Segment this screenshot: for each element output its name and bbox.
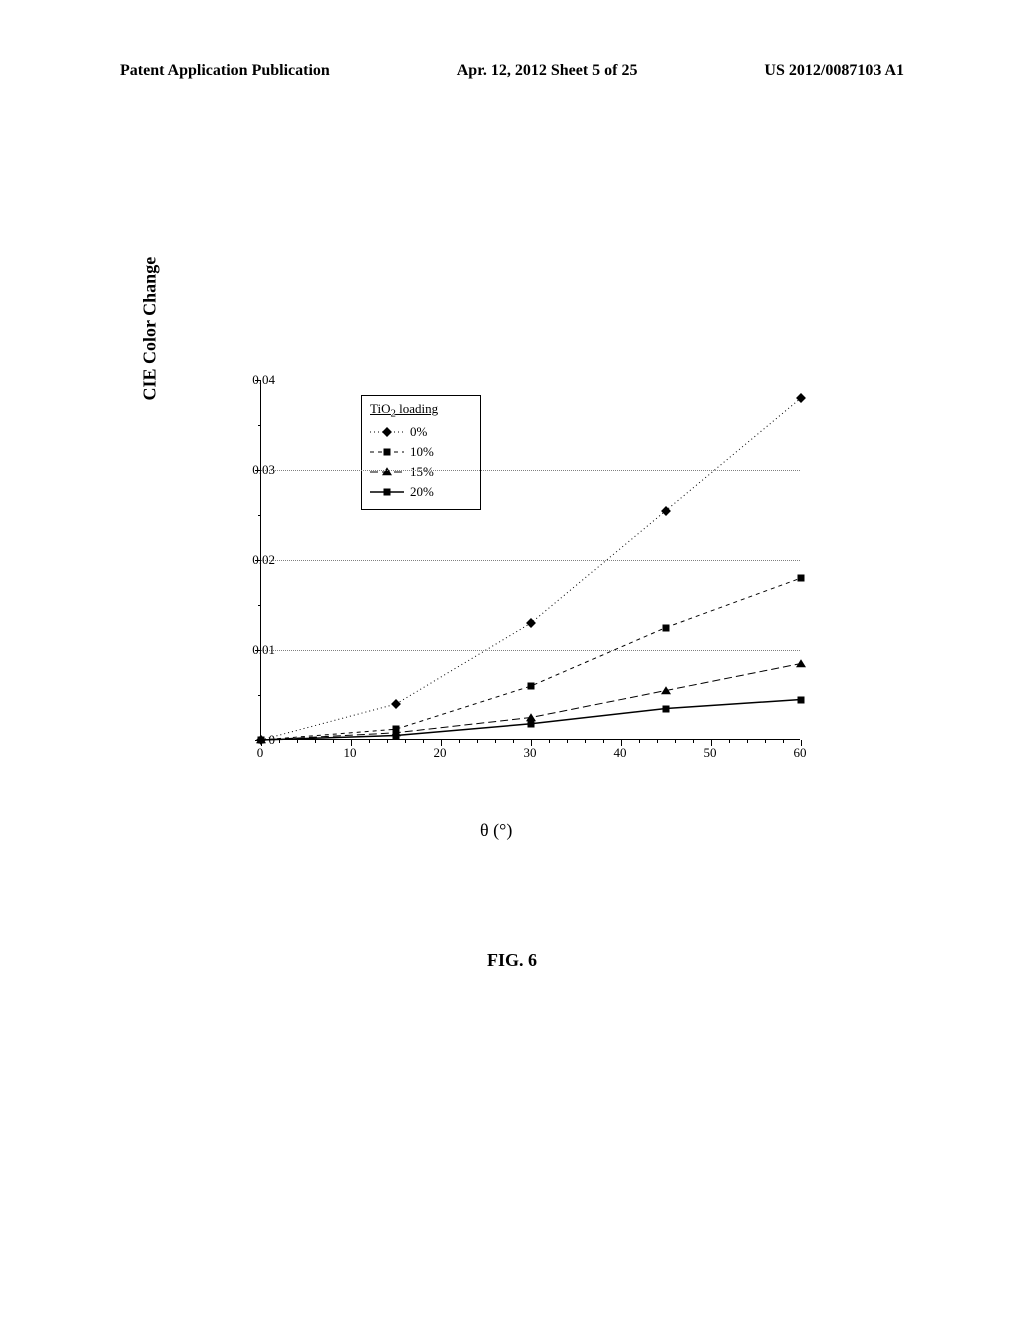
- legend-title: TiO2 loading: [370, 401, 472, 420]
- plot-area: TiO2 loading 0% 10% 1: [260, 380, 800, 740]
- x-tick-minor: [639, 740, 640, 743]
- x-tick-minor: [387, 740, 388, 743]
- y-tick-label: 0.03: [252, 462, 275, 478]
- data-marker: [663, 705, 670, 712]
- legend-marker-1: [370, 446, 404, 458]
- legend-label-1: 10%: [410, 444, 434, 460]
- gridline: [261, 470, 800, 471]
- legend-marker-3: [370, 486, 404, 498]
- x-tick-label: 60: [794, 745, 807, 761]
- x-tick-minor: [315, 740, 316, 743]
- legend-entry-0: 0%: [370, 424, 472, 440]
- chart: TiO2 loading 0% 10% 1: [200, 370, 820, 780]
- x-tick-minor: [603, 740, 604, 743]
- x-tick-minor: [747, 740, 748, 743]
- page-header: Patent Application Publication Apr. 12, …: [0, 62, 1024, 80]
- y-tick-minor: [258, 605, 261, 606]
- data-marker: [528, 683, 535, 690]
- y-tick-label: 0.04: [252, 372, 275, 388]
- y-axis-label: CIE Color Change: [140, 257, 161, 401]
- legend-entry-2: 15%: [370, 464, 472, 480]
- header-left: Patent Application Publication: [120, 62, 330, 80]
- x-tick-minor: [297, 740, 298, 743]
- x-tick-minor: [657, 740, 658, 743]
- x-tick-minor: [333, 740, 334, 743]
- y-tick-label: 0.01: [252, 642, 275, 658]
- data-marker: [796, 659, 806, 667]
- x-tick-minor: [675, 740, 676, 743]
- x-tick-minor: [729, 740, 730, 743]
- legend-marker-2: [370, 466, 404, 478]
- x-tick-label: 10: [344, 745, 357, 761]
- data-marker: [798, 575, 805, 582]
- gridline: [261, 560, 800, 561]
- x-tick-label: 50: [704, 745, 717, 761]
- y-tick-minor: [258, 515, 261, 516]
- x-tick-minor: [585, 740, 586, 743]
- y-tick-label: 0.02: [252, 552, 275, 568]
- x-tick-label: 30: [524, 745, 537, 761]
- y-tick-minor: [258, 425, 261, 426]
- x-tick-minor: [405, 740, 406, 743]
- data-marker: [258, 737, 265, 744]
- legend-label-0: 0%: [410, 424, 427, 440]
- data-marker: [663, 624, 670, 631]
- x-axis-label: θ (°): [480, 820, 512, 841]
- legend-entry-1: 10%: [370, 444, 472, 460]
- x-tick-minor: [783, 740, 784, 743]
- legend-marker-0: [370, 426, 404, 438]
- x-tick-minor: [459, 740, 460, 743]
- header-right: US 2012/0087103 A1: [764, 62, 904, 80]
- header-center: Apr. 12, 2012 Sheet 5 of 25: [457, 62, 638, 80]
- legend-label-2: 15%: [410, 464, 434, 480]
- data-marker: [798, 696, 805, 703]
- series-line: [261, 664, 801, 741]
- data-marker: [528, 720, 535, 727]
- x-tick-label: 20: [434, 745, 447, 761]
- y-tick-minor: [258, 695, 261, 696]
- x-tick-minor: [549, 740, 550, 743]
- legend: TiO2 loading 0% 10% 1: [361, 395, 481, 510]
- legend-label-3: 20%: [410, 484, 434, 500]
- x-tick-minor: [423, 740, 424, 743]
- x-tick-minor: [279, 740, 280, 743]
- x-tick-minor: [513, 740, 514, 743]
- x-tick-minor: [693, 740, 694, 743]
- x-tick-minor: [567, 740, 568, 743]
- data-marker: [661, 686, 671, 694]
- figure-caption: FIG. 6: [0, 950, 1024, 971]
- x-tick-minor: [369, 740, 370, 743]
- x-tick-minor: [765, 740, 766, 743]
- x-tick-label: 0: [257, 745, 264, 761]
- gridline: [261, 650, 800, 651]
- x-tick-minor: [495, 740, 496, 743]
- x-tick-label: 40: [614, 745, 627, 761]
- y-tick-label: 0: [269, 732, 276, 748]
- data-marker: [393, 732, 400, 739]
- legend-entry-3: 20%: [370, 484, 472, 500]
- x-tick-minor: [477, 740, 478, 743]
